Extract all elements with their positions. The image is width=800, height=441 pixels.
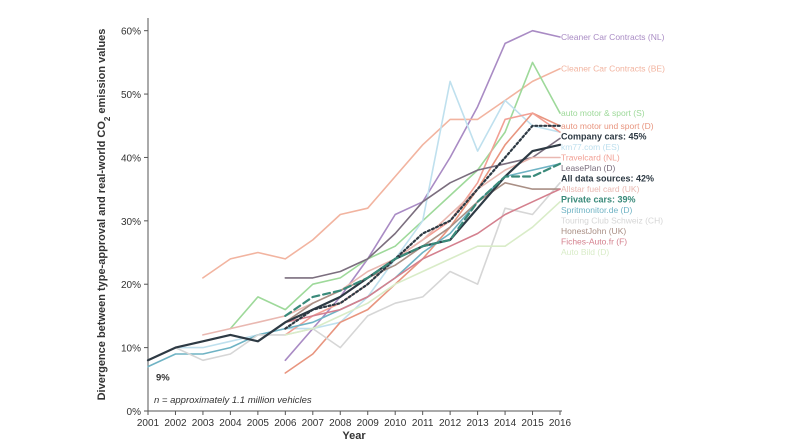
x-tick-label: 2009	[357, 418, 380, 429]
series-labels: Cleaner Car Contracts (NL) Cleaner Car Co…	[561, 32, 665, 257]
series-line	[284, 137, 561, 279]
series-label: auto motor & sport (S)	[561, 108, 645, 118]
series-line	[146, 143, 562, 362]
y-tick-label: 10%	[121, 344, 141, 355]
series-label: Allstar fuel card (UK)	[561, 184, 640, 194]
y-tick-label: 0%	[127, 407, 142, 418]
x-tick-label: 2016	[549, 418, 572, 429]
series-label: Cleaner Car Contracts (BE)	[561, 64, 665, 74]
y-tick-label: 30%	[121, 217, 141, 228]
x-tick-label: 2003	[192, 418, 215, 429]
series-line	[284, 112, 561, 336]
x-axis-title: Year	[342, 430, 366, 441]
series-label: Fiches-Auto.fr (F)	[561, 236, 627, 246]
series-label: All data sources: 42%	[561, 173, 654, 183]
x-tick-label: 2014	[494, 418, 517, 429]
series-line	[284, 162, 562, 317]
series-label: Travelcard (NL)	[561, 152, 620, 162]
y-tick-label: 60%	[121, 27, 141, 38]
series-label: Cleaner Car Contracts (NL)	[561, 32, 665, 42]
series-line	[202, 67, 561, 279]
x-tick-label: 2002	[164, 418, 187, 429]
x-tick-label: 2012	[439, 418, 462, 429]
series-label: Spritmonitor.de (D)	[561, 205, 632, 215]
x-tick-label: 2013	[466, 418, 489, 429]
series-label: Private cars: 39%	[561, 194, 636, 204]
series-lines	[146, 29, 562, 374]
series-line	[174, 182, 561, 362]
series-line	[284, 201, 561, 336]
x-tick-label: 2010	[384, 418, 407, 429]
series-label: Auto Bild (D)	[561, 247, 609, 257]
series-label: Touring Club Schweiz (CH)	[561, 215, 663, 225]
series-line	[202, 156, 561, 336]
series-line	[284, 29, 561, 362]
y-tick-label: 50%	[121, 90, 141, 101]
y-tick-label: 20%	[121, 280, 141, 291]
x-tick-label: 2001	[137, 418, 160, 429]
series-label: Company cars: 45%	[561, 131, 647, 141]
series-line	[284, 124, 562, 330]
axes: 2001 2002 2003 2004 2005 2006 2007 2008 2009 2010…	[121, 18, 572, 429]
series-label: HonestJohn (UK)	[561, 226, 626, 236]
series-label: auto motor und sport (D)	[561, 121, 654, 131]
sample-size-note: n = approximately 1.1 million vehicles	[154, 395, 312, 406]
series-line	[229, 61, 561, 330]
y-axis-title: Divergence between type-approval and rea…	[96, 29, 112, 401]
x-tick-label: 2006	[274, 418, 297, 429]
series-line	[284, 112, 561, 374]
x-tick-label: 2015	[521, 418, 544, 429]
series-line	[284, 188, 561, 324]
series-label: LeasePlan (D)	[561, 163, 616, 173]
x-tick-label: 2008	[329, 418, 352, 429]
x-tick-label: 2011	[412, 418, 434, 429]
x-tick-label: 2005	[247, 418, 270, 429]
x-tick-label: 2004	[219, 418, 242, 429]
series-label: km77.com (ES)	[561, 142, 620, 152]
y-tick-label: 40%	[121, 153, 141, 164]
x-tick-label: 2007	[302, 418, 325, 429]
start-value-annotation: 9%	[156, 372, 170, 383]
